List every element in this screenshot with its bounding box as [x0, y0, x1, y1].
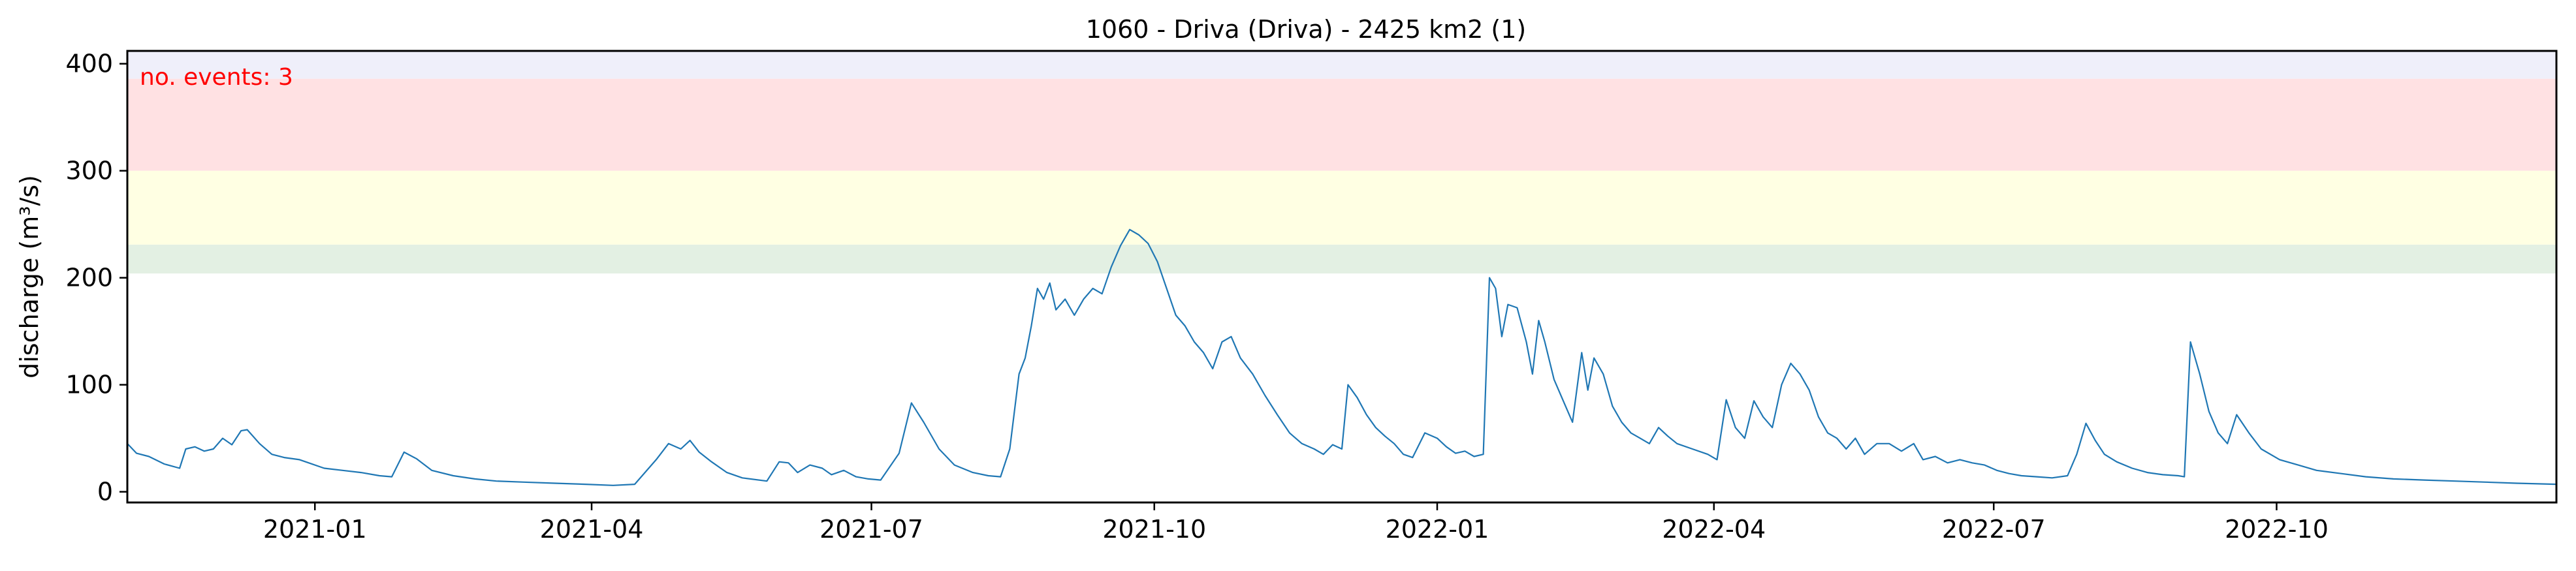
x-tick-label-3: 2021-10: [1102, 515, 1206, 544]
x-tick-label-6: 2022-07: [1942, 515, 2046, 544]
chart-title: 1060 - Driva (Driva) - 2425 km2 (1): [1086, 15, 1527, 44]
series-layer: [127, 228, 2557, 486]
y-tick-label-2: 200: [65, 264, 113, 292]
x-tick-label-0: 2021-01: [263, 515, 367, 544]
threshold-band-2: [127, 78, 2556, 171]
threshold-bands: [127, 51, 2556, 274]
x-axis: 2021-01 2021-04 2021-07 2021-10 2022-01 2022-…: [263, 502, 2329, 544]
y-axis-label: discharge (m³/s): [15, 175, 44, 378]
plot-frame: [126, 50, 2558, 504]
threshold-band-1: [127, 170, 2556, 245]
y-axis: 0 100 200 300 400: [65, 50, 127, 506]
x-tick-label-5: 2022-04: [1662, 515, 1766, 544]
y-tick-label-1: 100: [65, 371, 113, 399]
y-tick-label-0: 0: [97, 478, 113, 506]
x-tick-label-1: 2021-04: [540, 515, 644, 544]
threshold-band-3: [127, 51, 2556, 79]
y-tick-label-4: 400: [65, 50, 113, 78]
y-tick-label-3: 300: [65, 157, 113, 185]
x-tick-label-2: 2021-07: [819, 515, 923, 544]
x-tick-label-4: 2022-01: [1386, 515, 1489, 544]
series-line-0: [127, 228, 2557, 486]
threshold-band-0: [127, 244, 2556, 274]
events-count-annotation: no. events: 3: [140, 64, 293, 91]
x-tick-label-7: 2022-10: [2225, 515, 2329, 544]
